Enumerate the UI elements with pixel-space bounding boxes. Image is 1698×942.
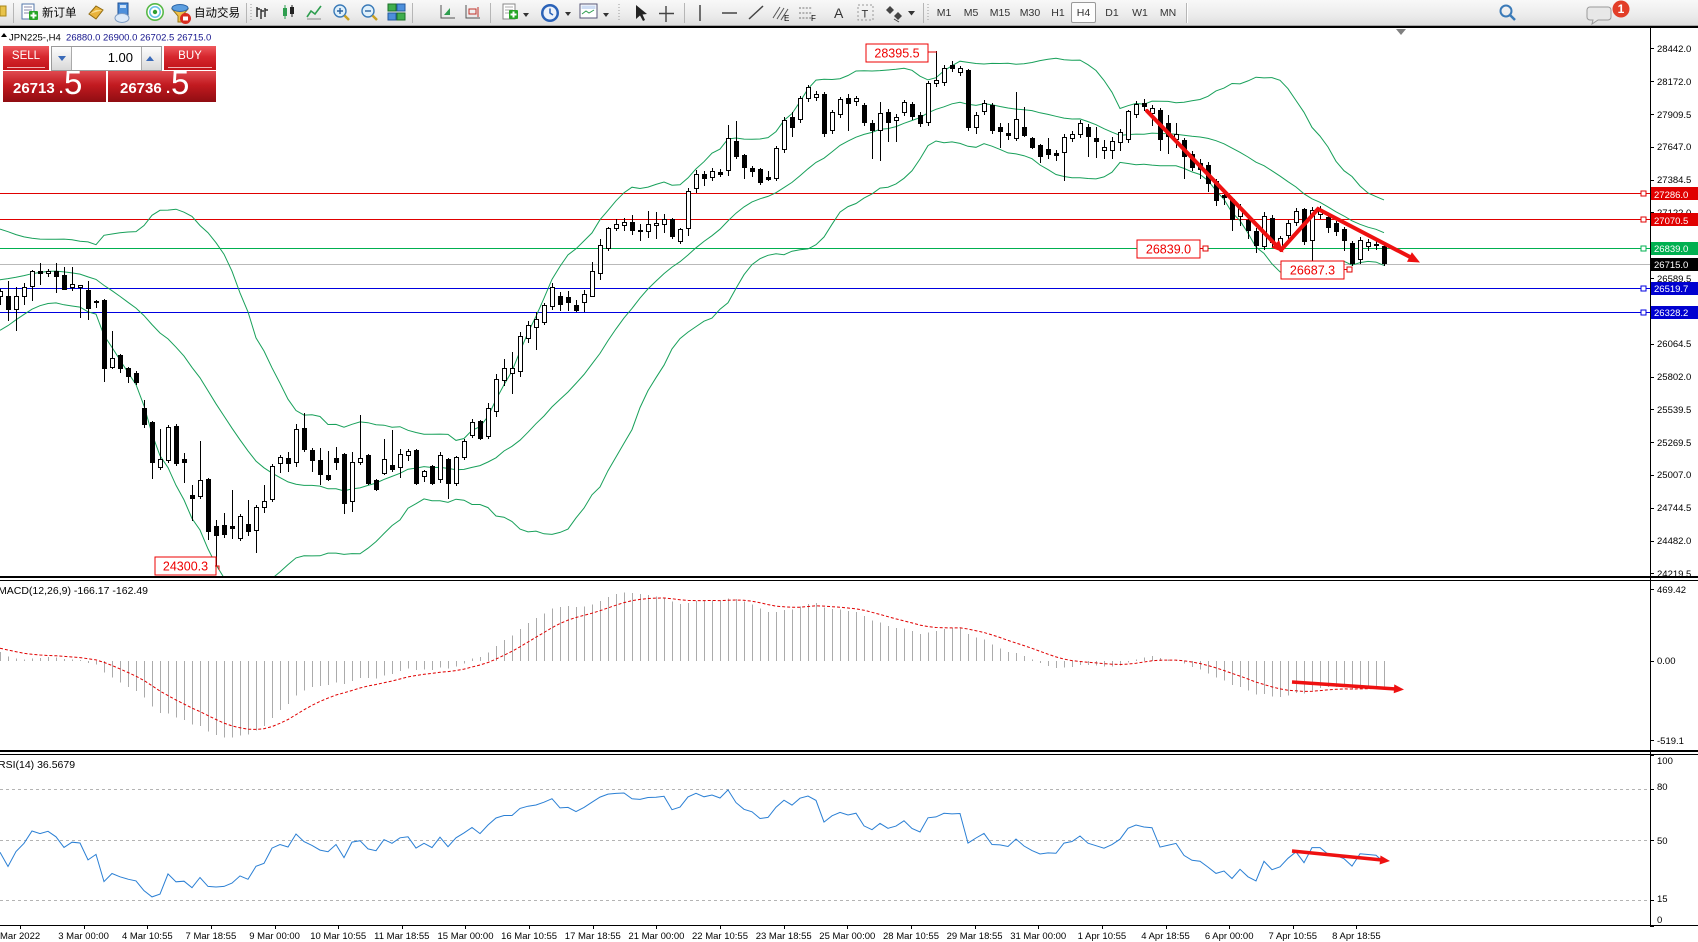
svg-text:26589.5: 26589.5: [1657, 274, 1691, 285]
svg-text:26839.0: 26839.0: [1146, 243, 1191, 257]
svg-text:28442.0: 28442.0: [1657, 44, 1691, 55]
svg-text:4 Apr 18:55: 4 Apr 18:55: [1141, 931, 1190, 942]
svg-text:26519.7: 26519.7: [1654, 284, 1688, 295]
svg-text:新订单: 新订单: [42, 6, 77, 20]
svg-text:26064.5: 26064.5: [1657, 339, 1691, 350]
svg-text:27286.0: 27286.0: [1654, 190, 1688, 201]
svg-text:23 Mar 18:55: 23 Mar 18:55: [756, 931, 812, 942]
svg-text:A: A: [834, 5, 844, 21]
svg-text:31 Mar 00:00: 31 Mar 00:00: [1010, 931, 1066, 942]
svg-text:16 Mar 10:55: 16 Mar 10:55: [501, 931, 557, 942]
svg-text:自动交易: 自动交易: [194, 6, 240, 20]
svg-text:-519.1: -519.1: [1657, 736, 1684, 747]
svg-text:25802.0: 25802.0: [1657, 372, 1691, 383]
svg-text:4 Mar 10:55: 4 Mar 10:55: [122, 931, 173, 942]
svg-text:25 Mar 00:00: 25 Mar 00:00: [819, 931, 875, 942]
svg-text:100: 100: [1657, 756, 1673, 767]
svg-text:25539.5: 25539.5: [1657, 405, 1691, 416]
svg-text:MACD(12,26,9) -166.17 -162.49: MACD(12,26,9) -166.17 -162.49: [0, 585, 148, 597]
svg-text:24744.5: 24744.5: [1657, 503, 1691, 514]
svg-text:1: 1: [1618, 2, 1625, 16]
svg-text:F: F: [811, 14, 816, 23]
svg-text:24300.3: 24300.3: [163, 560, 208, 574]
svg-text:22 Mar 10:55: 22 Mar 10:55: [692, 931, 748, 942]
svg-text:26715.0: 26715.0: [1654, 260, 1688, 271]
svg-text:28395.5: 28395.5: [874, 47, 919, 61]
svg-text:24482.0: 24482.0: [1657, 536, 1691, 547]
svg-text:26839.0: 26839.0: [1654, 244, 1688, 255]
svg-text:27909.5: 27909.5: [1657, 110, 1691, 121]
svg-text:7 Apr 10:55: 7 Apr 10:55: [1268, 931, 1317, 942]
svg-text:11 Mar 18:55: 11 Mar 18:55: [374, 931, 429, 942]
svg-text:0.00: 0.00: [1657, 656, 1676, 667]
svg-text:28172.0: 28172.0: [1657, 77, 1691, 88]
svg-text:Mar 2022: Mar 2022: [0, 931, 40, 942]
svg-text:29 Mar 18:55: 29 Mar 18:55: [947, 931, 1003, 942]
svg-text:25269.5: 25269.5: [1657, 438, 1691, 449]
svg-text:17 Mar 18:55: 17 Mar 18:55: [565, 931, 621, 942]
svg-text:E: E: [784, 14, 789, 23]
svg-text:21 Mar 00:00: 21 Mar 00:00: [628, 931, 684, 942]
svg-text:27384.5: 27384.5: [1657, 175, 1691, 186]
svg-text:469.42: 469.42: [1657, 585, 1686, 596]
svg-text:26328.2: 26328.2: [1654, 308, 1688, 319]
svg-text:15: 15: [1657, 894, 1668, 905]
svg-text:RSI(14) 36.5679: RSI(14) 36.5679: [0, 759, 75, 771]
svg-text:25007.0: 25007.0: [1657, 470, 1691, 481]
svg-text:24219.5: 24219.5: [1657, 569, 1691, 580]
svg-text:15 Mar 00:00: 15 Mar 00:00: [438, 931, 494, 942]
svg-text:JPN225-,H4 26880.0 26900.0 26: JPN225-,H4 26880.0 26900.0 26702.5 26715…: [9, 33, 211, 44]
svg-text:T: T: [862, 9, 869, 21]
svg-text:1 Apr 10:55: 1 Apr 10:55: [1078, 931, 1127, 942]
svg-text:10 Mar 10:55: 10 Mar 10:55: [310, 931, 366, 942]
svg-text:80: 80: [1657, 782, 1668, 793]
svg-text:6 Apr 00:00: 6 Apr 00:00: [1205, 931, 1254, 942]
svg-text:27070.5: 27070.5: [1654, 216, 1688, 227]
svg-text:3 Mar 00:00: 3 Mar 00:00: [58, 931, 109, 942]
svg-text:7 Mar 18:55: 7 Mar 18:55: [186, 931, 237, 942]
svg-text:26687.3: 26687.3: [1290, 264, 1335, 278]
svg-text:0: 0: [1657, 915, 1662, 926]
svg-text:8 Apr 18:55: 8 Apr 18:55: [1332, 931, 1381, 942]
svg-text:28 Mar 10:55: 28 Mar 10:55: [883, 931, 939, 942]
svg-text:9 Mar 00:00: 9 Mar 00:00: [249, 931, 300, 942]
svg-text:27647.0: 27647.0: [1657, 142, 1691, 153]
svg-text:50: 50: [1657, 836, 1668, 847]
